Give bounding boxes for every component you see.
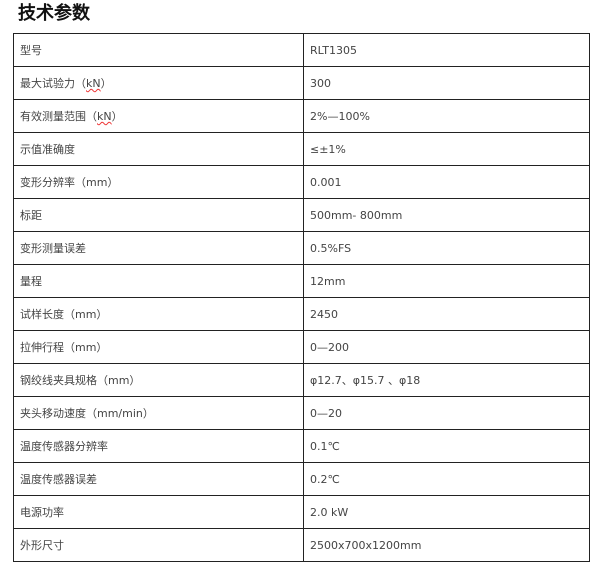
spec-label: 最大试验力（kN） xyxy=(13,66,304,100)
spec-value: 0—20 xyxy=(303,396,590,430)
spec-value: 500mm- 800mm xyxy=(303,198,590,232)
spec-label: 电源功率 xyxy=(13,495,304,529)
table-row: 量程 12mm xyxy=(13,264,590,298)
spec-label: 标距 xyxy=(13,198,304,232)
spec-value: 12mm xyxy=(303,264,590,298)
table-row: 温度传感器分辨率 0.1℃ xyxy=(13,429,590,463)
table-row: 示值准确度 ≤±1% xyxy=(13,132,590,166)
table-row: 拉伸行程（mm） 0—200 xyxy=(13,330,590,364)
table-row: 钢绞线夹具规格（mm） φ12.7、φ15.7 、φ18 xyxy=(13,363,590,397)
spec-label: 温度传感器误差 xyxy=(13,462,304,496)
spec-value: 0—200 xyxy=(303,330,590,364)
spec-label: 变形测量误差 xyxy=(13,231,304,265)
spec-label: 试样长度（mm） xyxy=(13,297,304,331)
spec-value: 0.001 xyxy=(303,165,590,199)
spec-value: 0.2℃ xyxy=(303,462,590,496)
spec-label: 夹头移动速度（mm/min） xyxy=(13,396,304,430)
spec-label: 型号 xyxy=(13,33,304,67)
table-row: 外形尺寸 2500x700x1200mm xyxy=(13,528,590,562)
page-title: 技术参数 xyxy=(18,3,90,24)
spec-label: 有效测量范围（kN） xyxy=(13,99,304,133)
spec-value: 2500x700x1200mm xyxy=(303,528,590,562)
spec-value: ≤±1% xyxy=(303,132,590,166)
table-row: 夹头移动速度（mm/min） 0—20 xyxy=(13,396,590,430)
table-row: 有效测量范围（kN） 2%—100% xyxy=(13,99,590,133)
table-row: 型号 RLT1305 xyxy=(13,33,590,67)
spec-label: 温度传感器分辨率 xyxy=(13,429,304,463)
spec-value: 2%—100% xyxy=(303,99,590,133)
spec-value: 0.1℃ xyxy=(303,429,590,463)
spec-label: 示值准确度 xyxy=(13,132,304,166)
spec-label: 拉伸行程（mm） xyxy=(13,330,304,364)
table-row: 温度传感器误差 0.2℃ xyxy=(13,462,590,496)
table-row: 变形分辨率（mm） 0.001 xyxy=(13,165,590,199)
spec-label: 钢绞线夹具规格（mm） xyxy=(13,363,304,397)
spec-label: 变形分辨率（mm） xyxy=(13,165,304,199)
spec-value: φ12.7、φ15.7 、φ18 xyxy=(303,363,590,397)
spec-value: 2450 xyxy=(303,297,590,331)
spec-value: 0.5%FS xyxy=(303,231,590,265)
table-row: 标距 500mm- 800mm xyxy=(13,198,590,232)
spec-label: 外形尺寸 xyxy=(13,528,304,562)
spec-table: 型号 RLT1305 最大试验力（kN） 300 有效测量范围（kN） 2%—100% 示值… xyxy=(13,33,590,562)
table-row: 电源功率 2.0 kW xyxy=(13,495,590,529)
spec-value: 300 xyxy=(303,66,590,100)
table-row: 最大试验力（kN） 300 xyxy=(13,66,590,100)
spec-value: 2.0 kW xyxy=(303,495,590,529)
spec-label: 量程 xyxy=(13,264,304,298)
spec-value: RLT1305 xyxy=(303,33,590,67)
table-row: 变形测量误差 0.5%FS xyxy=(13,231,590,265)
table-row: 试样长度（mm） 2450 xyxy=(13,297,590,331)
